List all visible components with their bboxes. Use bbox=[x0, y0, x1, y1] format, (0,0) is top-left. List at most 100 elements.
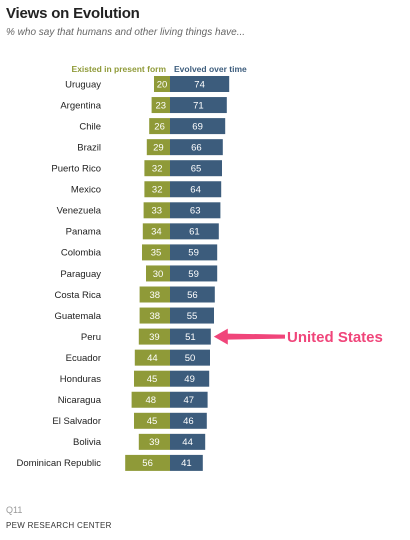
value-label-present-form-chile: 26 bbox=[154, 121, 165, 132]
value-label-evolved-puerto-rico: 65 bbox=[191, 164, 202, 175]
value-label-present-form-peru: 39 bbox=[149, 332, 160, 343]
category-label-honduras: Honduras bbox=[60, 374, 101, 385]
value-label-evolved-nicaragua: 47 bbox=[184, 395, 195, 406]
bar-present-form-venezuela bbox=[143, 202, 170, 219]
bar-present-form-peru bbox=[138, 328, 170, 345]
value-label-present-form-mexico: 32 bbox=[152, 185, 163, 196]
value-label-present-form-costa-rica: 38 bbox=[150, 290, 161, 301]
bar-present-form-colombia bbox=[142, 244, 170, 261]
value-label-evolved-mexico: 64 bbox=[190, 185, 201, 196]
bar-present-form-paraguay bbox=[146, 265, 170, 282]
bar-evolved-puerto-rico bbox=[170, 160, 222, 177]
value-label-present-form-argentina: 23 bbox=[156, 100, 167, 111]
bar-evolved-chile bbox=[170, 118, 226, 135]
chart-subtitle: % who say that humans and other living t… bbox=[6, 27, 246, 38]
bar-evolved-el-salvador bbox=[170, 412, 207, 429]
category-label-brazil: Brazil bbox=[77, 142, 101, 153]
bar-present-form-bolivia bbox=[138, 433, 170, 450]
legend-evolved: Evolved over time bbox=[174, 64, 247, 74]
value-label-present-form-ecuador: 44 bbox=[147, 353, 158, 364]
value-label-present-form-guatemala: 38 bbox=[150, 311, 161, 322]
value-label-present-form-colombia: 35 bbox=[151, 248, 162, 259]
value-label-evolved-guatemala: 55 bbox=[187, 311, 198, 322]
bar-present-form-puerto-rico bbox=[144, 160, 170, 177]
bar-evolved-venezuela bbox=[170, 202, 221, 219]
category-label-guatemala: Guatemala bbox=[55, 311, 102, 322]
bar-present-form-panama bbox=[142, 223, 170, 240]
value-label-present-form-panama: 34 bbox=[151, 227, 162, 238]
bar-evolved-panama bbox=[170, 223, 219, 240]
bar-present-form-chile bbox=[149, 118, 170, 135]
category-label-nicaragua: Nicaragua bbox=[58, 395, 102, 406]
value-label-evolved-bolivia: 44 bbox=[182, 437, 193, 448]
category-label-bolivia: Bolivia bbox=[73, 437, 102, 448]
value-label-evolved-costa-rica: 56 bbox=[187, 290, 198, 301]
value-label-present-form-honduras: 45 bbox=[147, 374, 158, 385]
value-label-evolved-colombia: 59 bbox=[188, 248, 199, 259]
bar-evolved-colombia bbox=[170, 244, 218, 261]
value-label-evolved-chile: 69 bbox=[192, 121, 203, 132]
question-note: Q11 bbox=[6, 505, 23, 515]
bar-evolved-uruguay bbox=[170, 76, 230, 92]
bar-present-form-costa-rica bbox=[139, 286, 170, 303]
bar-present-form-uruguay bbox=[154, 76, 170, 92]
bar-evolved-peru bbox=[170, 328, 211, 345]
category-label-panama: Panama bbox=[66, 227, 102, 238]
annotation-label: United States bbox=[287, 329, 383, 346]
bar-evolved-guatemala bbox=[170, 307, 214, 324]
category-label-puerto-rico: Puerto Rico bbox=[51, 164, 101, 175]
category-label-argentina: Argentina bbox=[60, 100, 101, 111]
value-label-evolved-venezuela: 63 bbox=[190, 206, 201, 217]
bar-present-form-dominican-republic bbox=[125, 454, 170, 471]
bar-present-form-brazil bbox=[146, 139, 170, 156]
value-label-present-form-uruguay: 20 bbox=[157, 79, 168, 90]
bar-evolved-brazil bbox=[170, 139, 223, 156]
category-label-mexico: Mexico bbox=[71, 185, 101, 196]
bar-evolved-mexico bbox=[170, 181, 222, 198]
bar-evolved-costa-rica bbox=[170, 286, 215, 303]
bar-evolved-argentina bbox=[170, 97, 227, 114]
value-label-present-form-paraguay: 30 bbox=[153, 269, 164, 280]
value-label-evolved-ecuador: 50 bbox=[185, 353, 196, 364]
bar-evolved-nicaragua bbox=[170, 391, 208, 408]
category-label-peru: Peru bbox=[81, 332, 101, 343]
category-label-ecuador: Ecuador bbox=[66, 353, 101, 364]
category-label-costa-rica: Costa Rica bbox=[55, 290, 102, 301]
category-label-uruguay: Uruguay bbox=[65, 79, 101, 90]
value-label-evolved-panama: 61 bbox=[189, 227, 200, 238]
bar-evolved-honduras bbox=[170, 370, 210, 387]
category-label-colombia: Colombia bbox=[61, 248, 102, 259]
category-label-dominican-republic: Dominican Republic bbox=[17, 458, 102, 469]
legend-present-form: Existed in present form bbox=[72, 64, 167, 74]
bar-present-form-ecuador bbox=[134, 349, 170, 366]
value-label-evolved-brazil: 66 bbox=[191, 142, 202, 153]
category-label-el-salvador: El Salvador bbox=[52, 416, 101, 427]
value-label-present-form-bolivia: 39 bbox=[149, 437, 160, 448]
value-label-present-form-nicaragua: 48 bbox=[146, 395, 157, 406]
chart-title: Views on Evolution bbox=[6, 5, 140, 22]
value-label-evolved-peru: 51 bbox=[185, 332, 196, 343]
value-label-evolved-argentina: 71 bbox=[193, 100, 204, 111]
bar-present-form-guatemala bbox=[139, 307, 170, 324]
value-label-present-form-brazil: 29 bbox=[153, 142, 164, 153]
bar-evolved-ecuador bbox=[170, 349, 210, 366]
value-label-present-form-venezuela: 33 bbox=[152, 206, 163, 217]
value-label-evolved-uruguay: 74 bbox=[194, 79, 205, 90]
value-label-evolved-honduras: 49 bbox=[184, 374, 195, 385]
bar-evolved-paraguay bbox=[170, 265, 218, 282]
source-label: PEW RESEARCH CENTER bbox=[6, 521, 112, 530]
bar-present-form-mexico bbox=[144, 181, 170, 198]
bar-evolved-bolivia bbox=[170, 433, 206, 450]
bar-present-form-honduras bbox=[134, 370, 170, 387]
value-label-present-form-el-salvador: 45 bbox=[147, 416, 158, 427]
value-label-evolved-el-salvador: 46 bbox=[183, 416, 194, 427]
value-label-evolved-dominican-republic: 41 bbox=[181, 458, 192, 469]
category-label-venezuela: Venezuela bbox=[57, 206, 102, 217]
category-label-paraguay: Paraguay bbox=[60, 269, 101, 280]
bar-present-form-el-salvador bbox=[134, 412, 170, 429]
value-label-present-form-dominican-republic: 56 bbox=[142, 458, 153, 469]
bar-evolved-dominican-republic bbox=[170, 454, 203, 471]
category-label-chile: Chile bbox=[79, 121, 101, 132]
